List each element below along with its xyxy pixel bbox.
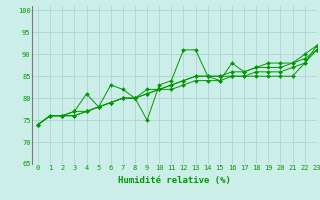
X-axis label: Humidité relative (%): Humidité relative (%) — [118, 176, 231, 185]
